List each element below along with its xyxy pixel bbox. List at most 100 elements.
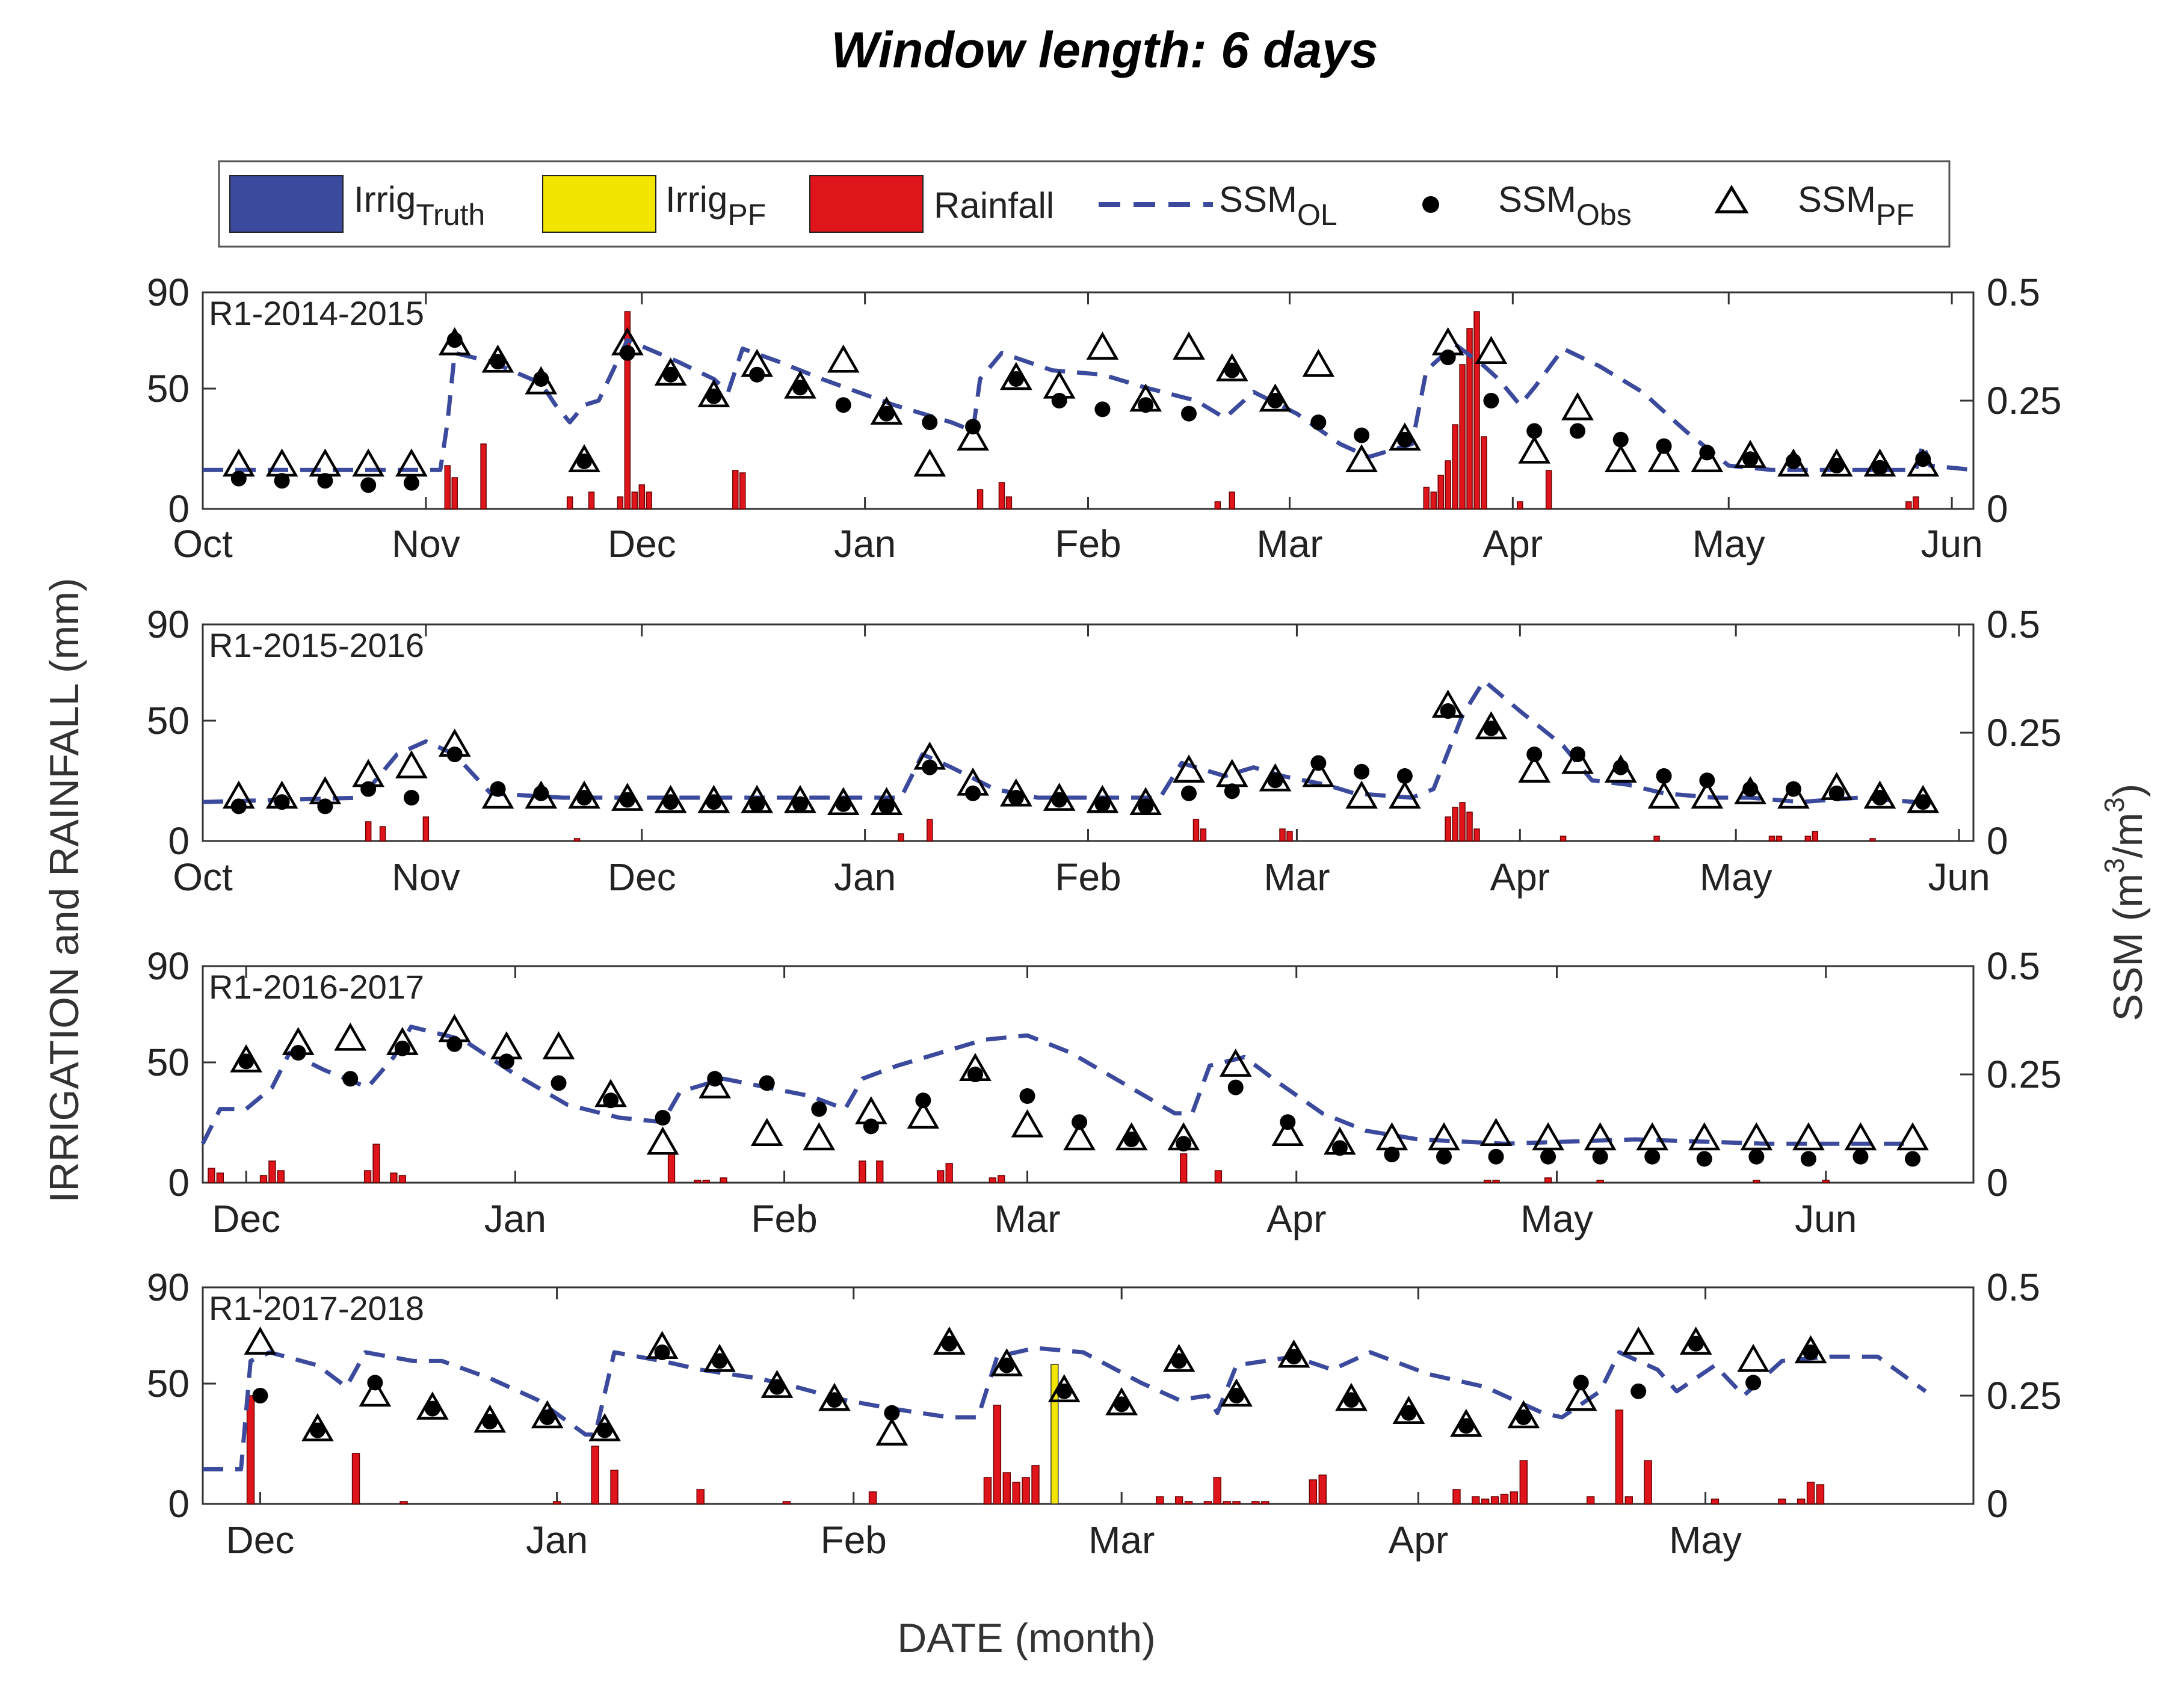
- plot-frame: [202, 291, 1975, 510]
- rainfall-bar: [945, 1163, 953, 1183]
- rainfall-bar: [1232, 1501, 1241, 1505]
- ssm-obs-point: [1176, 1136, 1192, 1152]
- ssm-obs-point: [1396, 431, 1413, 448]
- ssm-obs-point: [1229, 1388, 1245, 1403]
- y-tick-label-right: 0.5: [1987, 1266, 2040, 1309]
- x-tick-label: Jan: [526, 1518, 588, 1562]
- y-tick-label-left: 50: [147, 1041, 190, 1084]
- ssm-pf-point: [1302, 759, 1335, 787]
- ssm-pf-point: [1691, 444, 1724, 473]
- y-tick-label-right: 0.25: [1987, 1053, 2062, 1096]
- x-tick-label: Apr: [1389, 1518, 1449, 1562]
- ssm-pf-point: [1449, 1408, 1482, 1437]
- ssm-pf-point: [1777, 780, 1810, 809]
- ssm-obs-point: [999, 1357, 1015, 1373]
- ssm-pf-point: [244, 1326, 277, 1355]
- ssm-obs-point: [1056, 1383, 1072, 1399]
- y-tick-label-right: 0.25: [1987, 379, 2062, 422]
- rainfall-bar: [1644, 1460, 1652, 1505]
- ssm-pf-point: [1907, 784, 1940, 813]
- ssm-obs-point: [811, 1101, 827, 1117]
- panel-R1-2015-2016: R1-2015-2016 0 50 90 0 0.25 0.5 Oct Nov Dec Jan Feb…: [147, 603, 2062, 899]
- ssm-obs-point: [490, 781, 506, 797]
- ssm-obs-point: [1180, 405, 1197, 422]
- ssm-pf-point: [1863, 780, 1896, 809]
- ssm-pf-point: [359, 1378, 392, 1407]
- legend-marker-ssm-obs: [1422, 196, 1439, 213]
- ssm-obs-point: [1401, 1405, 1417, 1421]
- ssm-pf-point: [990, 1348, 1023, 1376]
- ssm-obs-point: [1354, 763, 1370, 780]
- ssm-obs-point: [1396, 768, 1413, 784]
- rainfall-bar: [246, 1395, 255, 1505]
- x-tick-label: Apr: [1490, 855, 1550, 899]
- ssm-pf-point: [1215, 759, 1248, 787]
- ssm-obs-point: [1310, 414, 1327, 430]
- ssm-pf-point: [1604, 754, 1637, 783]
- rainfall-bar: [1466, 812, 1473, 842]
- ssm-obs-point: [1872, 460, 1888, 476]
- rainfall-bar: [1913, 496, 1919, 510]
- rainfall-bar: [588, 491, 595, 510]
- ssm-obs-point: [1699, 772, 1715, 789]
- x-tick-label: Mar: [994, 1197, 1060, 1240]
- rainfall-bar: [390, 1172, 398, 1183]
- ssm-pf-point: [784, 370, 816, 399]
- rainfall-bar: [444, 465, 451, 510]
- panel-R1-2017-2018: R1-2017-2018 0 50 90 0 0.25 0.5 Dec Jan Feb Mar Apr…: [147, 1266, 2062, 1562]
- rainfall-bar: [591, 1446, 599, 1505]
- rainfall-bar: [1423, 487, 1430, 510]
- ssm-obs-point: [1828, 458, 1845, 473]
- legend-label-irrig-pf: Irrig: [665, 179, 727, 220]
- y-tick-label-right: 0.25: [1987, 1374, 2062, 1417]
- legend-sub-ssm-ol: OL: [1297, 198, 1337, 232]
- rainfall-bar: [1483, 1180, 1491, 1183]
- rainfall-bar: [1559, 836, 1567, 842]
- ssm-pf-point: [1011, 1109, 1044, 1138]
- y-tick-label-right: 0.25: [1987, 711, 2062, 754]
- y-tick-label-right: 0: [1987, 487, 2008, 531]
- ssm-pf-point: [1792, 1122, 1825, 1151]
- rainfall-bar: [1797, 1499, 1806, 1505]
- rainfall-bar: [1517, 501, 1523, 510]
- panel-label: R1-2016-2017: [209, 968, 424, 1006]
- x-tick-label: May: [1520, 1197, 1593, 1240]
- ssm-obs-point: [878, 798, 895, 815]
- ssm-pf-point: [1129, 383, 1162, 412]
- ssm-obs-point: [482, 1414, 498, 1430]
- ssm-pf-point: [697, 784, 730, 813]
- rainfall-bar: [1192, 819, 1200, 842]
- ssm-pf-point: [1063, 1122, 1096, 1151]
- rainfall-bar: [1174, 1496, 1183, 1505]
- ssm-pf-point: [957, 422, 989, 451]
- rainfall-bar: [1812, 831, 1819, 842]
- ssm-pf-point: [1105, 1387, 1138, 1415]
- ssm-obs-point: [1656, 768, 1672, 784]
- ssm-pf-point: [438, 1014, 471, 1043]
- ssm-obs-point: [1612, 431, 1629, 448]
- ssm-pf-point: [913, 448, 946, 477]
- ssm-obs-point: [403, 475, 419, 491]
- rainfall-bar: [1768, 836, 1775, 842]
- rainfall-bar: [868, 1491, 877, 1505]
- panel-label: R1-2014-2015: [209, 294, 424, 332]
- ssm-obs-point: [1114, 1396, 1130, 1412]
- ssm-obs-point: [539, 1409, 555, 1425]
- ssm-obs-point: [1526, 747, 1543, 762]
- ssm-obs-point: [1803, 1345, 1819, 1360]
- legend: IrrigTruth IrrigPF Rainfall SSMOL SSMObs…: [218, 160, 1951, 248]
- ssm-obs-point: [490, 354, 506, 370]
- ssm-pf-point: [1302, 348, 1335, 377]
- x-tick-label: Nov: [392, 855, 460, 899]
- panel-label: R1-2017-2018: [209, 1289, 424, 1327]
- ssm-obs-point: [576, 453, 593, 469]
- rainfall-bar: [1012, 1482, 1020, 1505]
- ssm-obs-point: [1905, 1151, 1921, 1167]
- x-tick-label: May: [1692, 522, 1765, 565]
- rainfall-bar: [1624, 1496, 1633, 1505]
- ssm-pf-point: [438, 728, 471, 757]
- x-tick-label: Jun: [1928, 855, 1990, 899]
- legend-label-ssm-obs: SSM: [1498, 179, 1576, 220]
- ssm-pf-point: [818, 1382, 851, 1411]
